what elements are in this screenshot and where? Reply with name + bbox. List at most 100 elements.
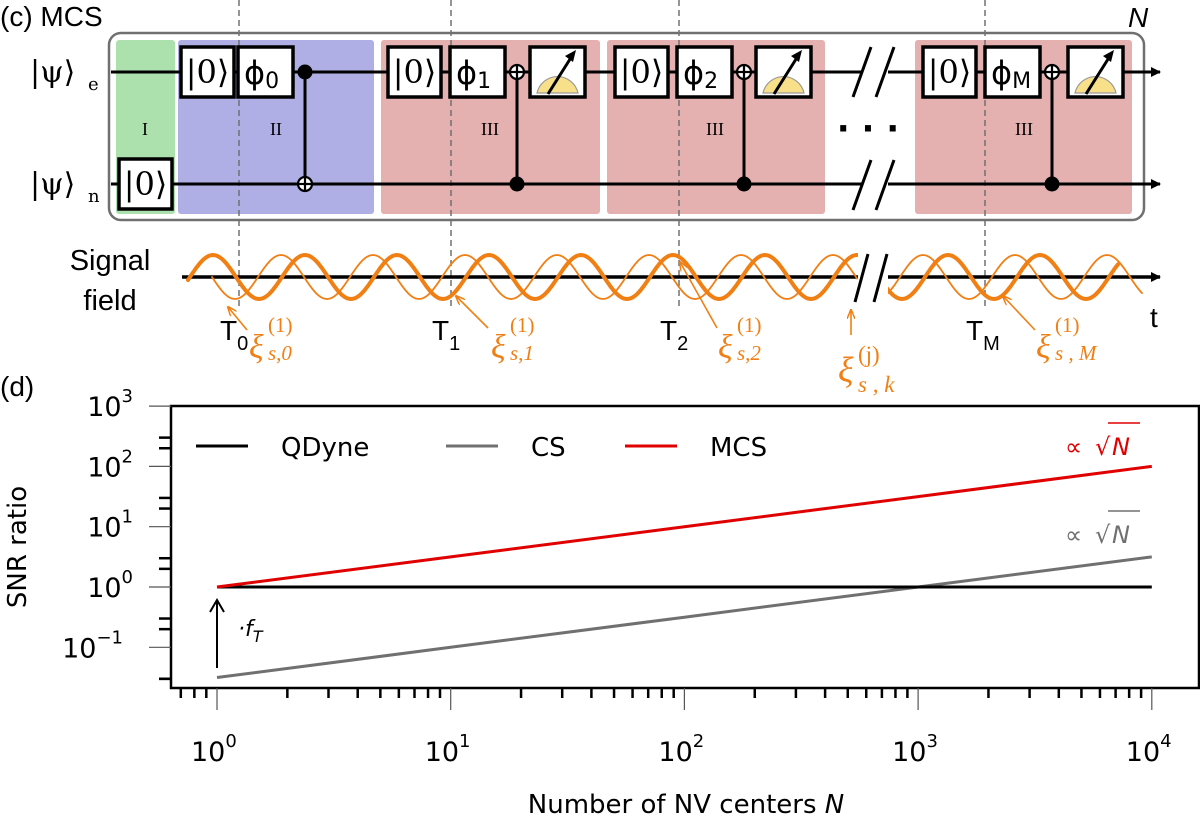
svg-text:s,1: s,1 <box>510 341 534 365</box>
svg-text:(1): (1) <box>737 313 762 337</box>
time-break-icon <box>853 253 889 303</box>
svg-text:(1): (1) <box>1055 313 1080 337</box>
arrow-up-icon <box>209 598 225 613</box>
time-axis-label: t <box>1150 302 1158 333</box>
legend: QDyne CS MCS <box>196 433 767 463</box>
y-tick-label: 101 <box>87 507 133 544</box>
stage-iii-label: III <box>706 119 724 139</box>
panel-c-label: (c) MCS <box>0 1 103 32</box>
svg-text:ξ: ξ <box>249 329 264 366</box>
circuit-frame <box>107 31 1146 222</box>
svg-text:ξ: ξ <box>1036 329 1051 366</box>
ft-label: ·f <box>238 617 256 642</box>
legend-label: CS <box>531 433 566 463</box>
y-tick-label: 10−1 <box>62 627 123 664</box>
signal-wave-thin <box>211 254 858 300</box>
signal-label-line2: field <box>83 285 136 317</box>
x-tick-label: 100 <box>191 731 237 768</box>
init-gate-electron: |0⟩ <box>179 45 236 99</box>
init-gate-electron: |0⟩ <box>386 45 443 99</box>
phase-gate-0: ϕ0 <box>236 45 295 99</box>
phase-annotations: ξ (1) s,0 ξ (1) s,1 ξ (1) s,2 ξ (j) s , … <box>228 262 1098 397</box>
svg-text:(1): (1) <box>268 313 293 337</box>
phase-gate-1: ϕ1 <box>448 45 507 99</box>
y-tick-label: 102 <box>87 446 133 483</box>
time-labels: T0 T1 T2 TM <box>220 315 1000 355</box>
svg-text:ξ: ξ <box>718 329 733 366</box>
y-axis: 103 102 101 100 10−1 <box>62 386 171 681</box>
legend-label: QDyne <box>281 433 369 463</box>
x-axis-label: Number of NV centers N <box>528 790 844 820</box>
init-gate-nuclear: |0⟩ <box>117 157 174 211</box>
x-tick-label: 104 <box>1126 731 1172 768</box>
signal-label-line1: Signal <box>70 245 151 277</box>
data-series <box>216 464 1152 679</box>
y-axis-label: SNR ratio <box>3 486 33 608</box>
qubit-label-n: |ψ⟩ n <box>30 167 100 207</box>
svg-text:s,2: s,2 <box>737 341 761 365</box>
circuit-gates: |0⟩|0⟩ ϕ0 |0⟩ ϕ1 |0⟩ ϕ2 |0⟩ ϕM <box>117 45 1125 211</box>
time-label-t0: T0 <box>220 315 248 355</box>
sqrt-icon: √ <box>1095 433 1111 461</box>
xi-annotation-sm: ξ (1) s , M <box>1003 296 1098 366</box>
time-label-t1: T1 <box>432 315 460 355</box>
x-axis-label-text: Number of NV centers <box>528 790 825 820</box>
svg-text:·fT: ·fT <box>238 617 264 646</box>
phase-gate-2: ϕ2 <box>675 45 734 99</box>
legend-item-qdyne: QDyne <box>196 433 369 463</box>
sqrt-icon: √ <box>1095 521 1111 549</box>
legend-item-cs: CS <box>446 433 566 463</box>
control-dot-icon <box>509 176 525 192</box>
svg-text:ξ: ξ <box>491 329 506 366</box>
ket-psi-e-subscript: e <box>88 74 99 95</box>
annotation-mcs-sqrt: ∝ √ N <box>1065 422 1140 461</box>
stage-iii-label: III <box>1015 119 1033 139</box>
svg-text:s , k: s , k <box>858 372 895 397</box>
svg-text:ξ: ξ <box>838 350 854 390</box>
y-tick-label: 100 <box>87 567 133 604</box>
cs-proportional-symbol: ∝ <box>1065 521 1082 549</box>
init-gate-electron: |0⟩ <box>613 45 670 99</box>
panel-d-label: (d) <box>0 371 34 402</box>
control-dot-icon <box>1044 176 1060 192</box>
control-dot-icon <box>297 64 313 80</box>
x-tick-label: 102 <box>658 731 704 768</box>
stage-i-label: I <box>142 119 148 139</box>
ft-subscript: T <box>253 627 264 646</box>
init-gate-electron: |0⟩ <box>921 45 978 99</box>
stage-ii-label: II <box>270 119 282 139</box>
svg-text:|0⟩: |0⟩ <box>124 165 168 203</box>
svg-text:s , M: s , M <box>1055 341 1098 365</box>
ket-psi-e: |ψ⟩ <box>30 55 75 90</box>
x-axis: 100 101 102 103 104 <box>179 688 1172 768</box>
phase-gate-3: ϕM <box>983 45 1042 99</box>
panel-d: (d) 103 102 101 100 10−1 100 101 102 103 104 SNR… <box>0 371 1200 820</box>
signal-wave-thin <box>885 254 1143 300</box>
xi-annotation-s0: ξ (1) s,0 <box>228 307 293 366</box>
svg-text:|0⟩: |0⟩ <box>186 53 230 91</box>
svg-text:|0⟩: |0⟩ <box>620 53 664 91</box>
series-line-mcs <box>216 464 1152 589</box>
measurement-meter-icon <box>754 45 813 99</box>
legend-item-mcs: MCS <box>625 433 767 463</box>
time-label-t2: T2 <box>660 315 688 355</box>
ket-psi-n: |ψ⟩ <box>30 167 75 202</box>
mcs-proportional-symbol: ∝ <box>1065 433 1082 461</box>
cnot-target-icon <box>296 175 314 193</box>
svg-text:s,0: s,0 <box>268 341 292 365</box>
xi-annotation-sk: ξ (j) s , k <box>838 310 895 397</box>
wire-break-icon <box>851 46 896 211</box>
svg-text:|0⟩: |0⟩ <box>928 53 972 91</box>
cnot-target-icon <box>735 63 753 81</box>
ellipsis: · · · <box>837 109 899 149</box>
annotation-cs-sqrt: ∝ √ N <box>1065 510 1140 549</box>
cnot-target-icon <box>508 63 526 81</box>
x-tick-label: 101 <box>425 731 471 768</box>
annotation-ft-gap: ·fT <box>209 598 264 668</box>
measurement-meter-icon <box>528 45 587 99</box>
control-dot-icon <box>736 176 752 192</box>
svg-text:(1): (1) <box>510 313 535 337</box>
xi-annotation-s2: ξ (1) s,2 <box>680 262 762 366</box>
repeat-count-label: N <box>1128 2 1149 33</box>
